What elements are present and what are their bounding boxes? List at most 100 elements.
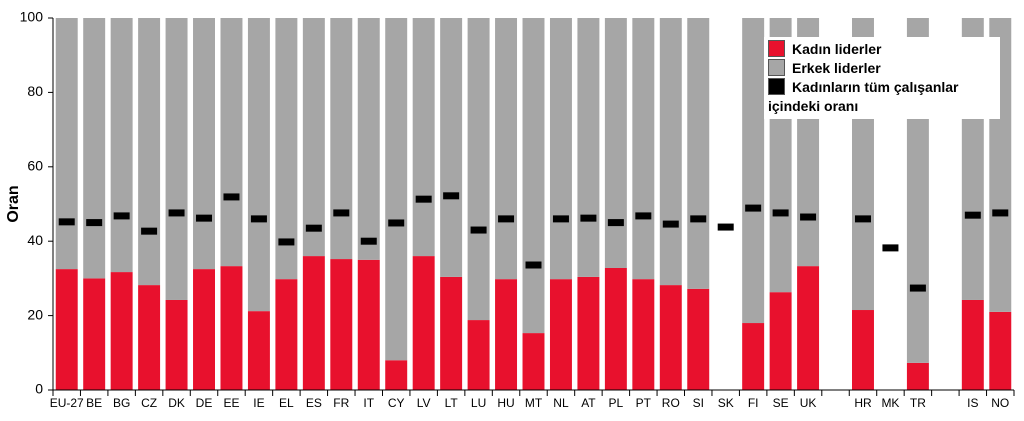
share-marker: [992, 209, 1009, 217]
share-marker: [909, 284, 926, 292]
x-tick-label: FI: [748, 396, 759, 410]
share-marker: [662, 220, 679, 228]
bar-segment: [522, 18, 545, 334]
share-marker: [305, 224, 322, 232]
bar-segment: [577, 18, 600, 277]
x-tick-label: RO: [662, 396, 680, 410]
bar-segment: [275, 279, 298, 390]
bar-segment: [412, 18, 435, 257]
bar-segment: [989, 311, 1012, 390]
bar-segment: [55, 269, 78, 390]
legend: Kadın liderler Erkek liderler Kadınların t…: [764, 37, 1000, 119]
y-tick-label: 20: [27, 306, 43, 322]
x-tick-label: HR: [854, 396, 872, 410]
share-marker: [223, 193, 240, 201]
share-marker: [360, 237, 377, 245]
bar-segment: [852, 310, 874, 390]
x-tick-label: UK: [800, 396, 817, 410]
x-tick-label: IE: [253, 396, 264, 410]
y-tick-label: 60: [27, 158, 43, 174]
x-tick-label: NO: [991, 396, 1009, 410]
bar-segment: [742, 323, 765, 390]
legend-swatch: [768, 40, 785, 57]
bar-segment: [330, 18, 353, 260]
x-tick-label: IS: [967, 396, 978, 410]
bar-segment: [632, 279, 655, 390]
bar-segment: [522, 333, 545, 390]
bar-segment: [632, 18, 655, 280]
x-tick-label: LV: [417, 396, 431, 410]
x-tick-label: EE: [223, 396, 239, 410]
share-marker: [635, 212, 652, 220]
bar-segment: [549, 279, 572, 390]
y-tick-label: 40: [27, 232, 43, 248]
legend-item: Erkek liderler: [768, 59, 996, 78]
legend-swatch: [768, 78, 785, 95]
share-marker: [498, 215, 515, 223]
legend-item: Kadınların tüm çalışanlar içindeki oranı: [768, 78, 996, 116]
legend-item: Kadın liderler: [768, 40, 996, 59]
x-tick-label: ES: [306, 396, 322, 410]
bar-segment: [797, 266, 820, 390]
bar-segment: [659, 285, 682, 390]
x-tick-label: SI: [693, 396, 704, 410]
legend-label: Kadınların tüm çalışanlar içindeki oranı: [768, 79, 959, 114]
bar-segment: [55, 18, 78, 270]
share-marker: [113, 212, 130, 220]
bar-segment: [110, 18, 133, 273]
share-marker: [388, 219, 405, 227]
share-marker: [964, 211, 981, 219]
bar-segment: [385, 360, 408, 390]
bar-segment: [330, 259, 353, 390]
bar-segment: [742, 18, 765, 324]
x-tick-label: DK: [168, 396, 185, 410]
y-tick-label: 0: [35, 381, 43, 397]
bar-segment: [165, 18, 188, 300]
bar-segment: [83, 278, 106, 390]
x-tick-label: BG: [113, 396, 130, 410]
bar-segment: [385, 18, 408, 361]
bar-segment: [906, 362, 929, 390]
share-marker: [58, 218, 75, 226]
bar-segment: [247, 311, 270, 390]
x-tick-label: SK: [718, 396, 734, 410]
share-marker: [882, 244, 899, 252]
x-tick-label: NL: [553, 396, 569, 410]
share-marker: [196, 214, 213, 222]
bar-segment: [495, 18, 518, 280]
bar-segment: [604, 267, 627, 390]
bar-segment: [302, 256, 325, 390]
bar-segment: [193, 269, 215, 390]
x-tick-label: SE: [773, 396, 789, 410]
x-tick-label: CY: [388, 396, 405, 410]
legend-swatch: [768, 59, 785, 76]
x-tick-label: IT: [363, 396, 374, 410]
bar-segment: [687, 288, 710, 390]
bar-segment: [659, 18, 682, 286]
share-marker: [552, 215, 569, 223]
share-marker: [800, 213, 817, 221]
x-tick-label: EL: [279, 396, 294, 410]
bar-segment: [220, 18, 243, 267]
bar-segment: [412, 256, 435, 390]
share-marker: [690, 215, 707, 223]
y-tick-label: 100: [20, 9, 44, 25]
legend-label: Erkek liderler: [792, 60, 881, 76]
share-marker: [525, 261, 542, 269]
x-tick-label: TR: [910, 396, 926, 410]
share-marker: [580, 214, 597, 222]
share-marker: [86, 219, 103, 227]
bar-segment: [165, 299, 188, 390]
bar-segment: [83, 18, 106, 279]
bar-segment: [467, 320, 490, 390]
x-tick-label: PL: [609, 396, 624, 410]
x-tick-label: EU-27: [50, 396, 84, 410]
share-marker: [250, 215, 267, 223]
x-tick-label: LU: [471, 396, 486, 410]
share-marker: [717, 223, 734, 231]
share-marker: [415, 195, 432, 203]
bar-segment: [357, 18, 380, 260]
share-marker: [141, 227, 158, 235]
bar-segment: [440, 276, 463, 390]
share-marker: [333, 209, 350, 217]
